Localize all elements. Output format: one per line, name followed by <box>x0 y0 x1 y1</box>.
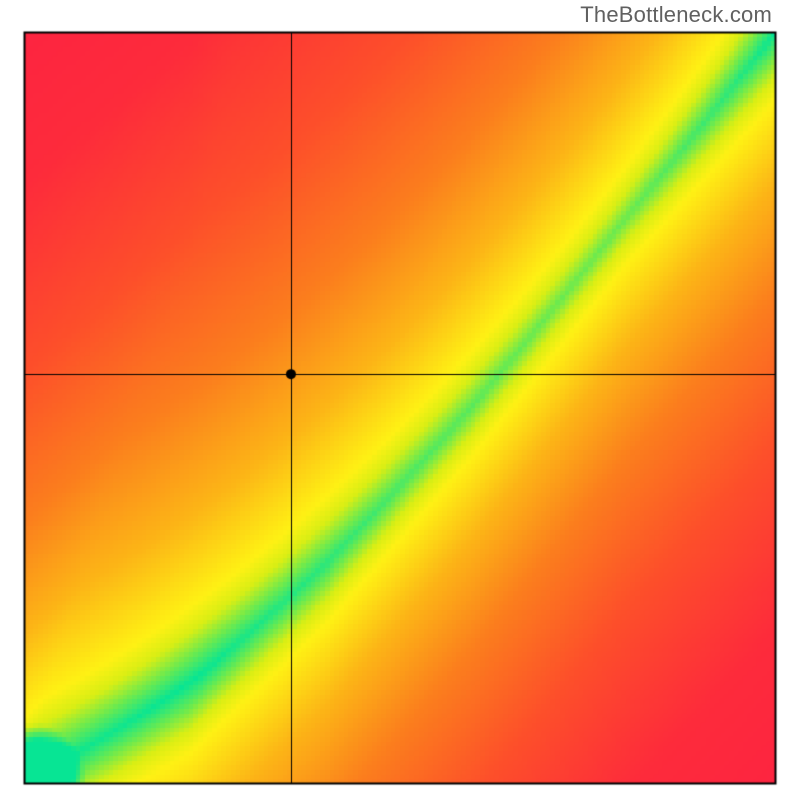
watermark-text: TheBottleneck.com <box>580 2 772 28</box>
bottleneck-heatmap <box>0 0 800 800</box>
